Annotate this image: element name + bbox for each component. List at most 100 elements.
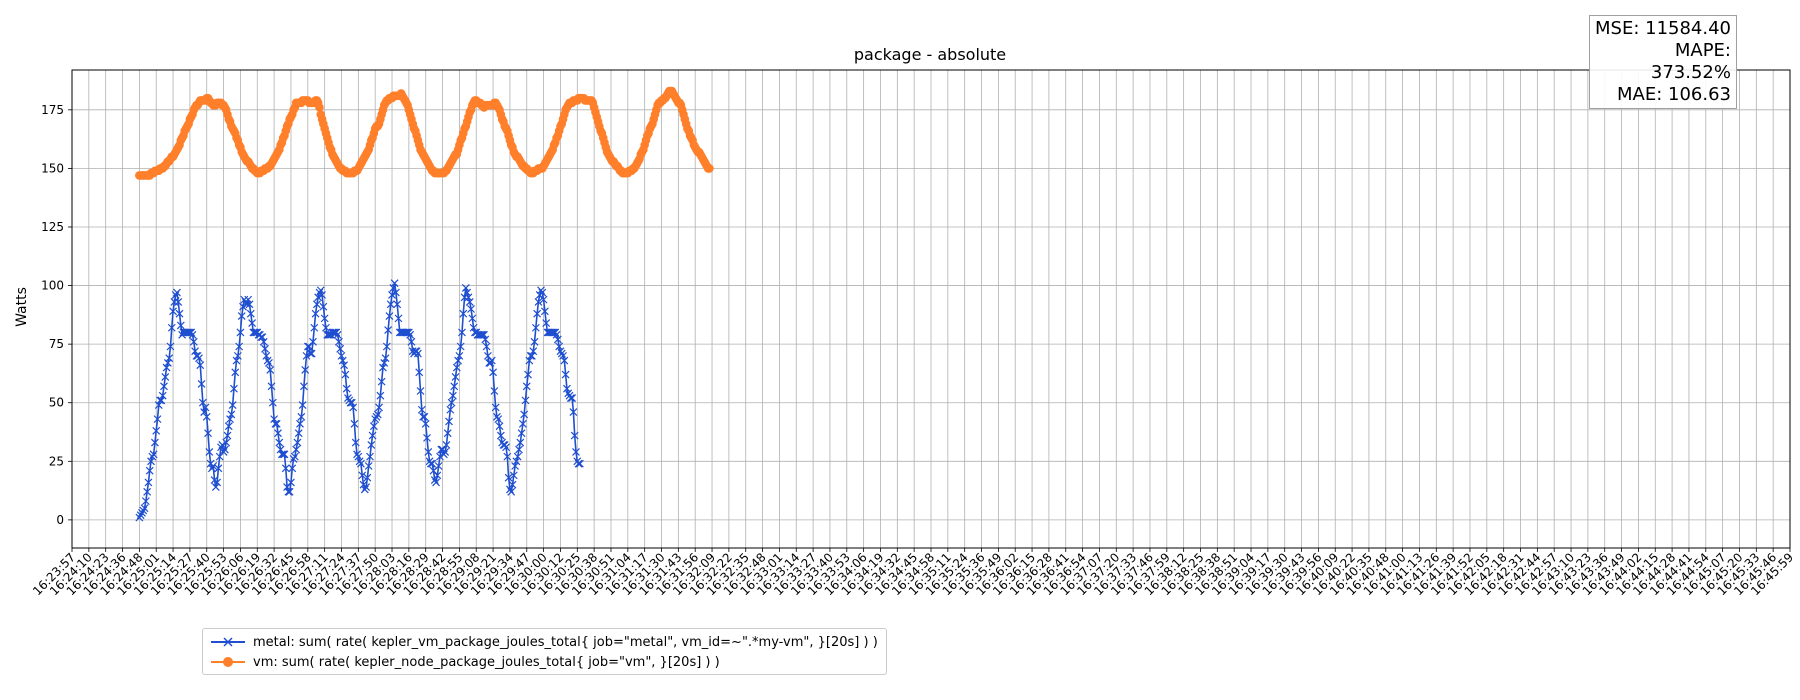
- data-point: [526, 351, 535, 360]
- data-point: [450, 382, 459, 391]
- data-point: [230, 384, 238, 393]
- data-point: [362, 483, 371, 492]
- data-point: [135, 513, 144, 522]
- data-point: [222, 438, 231, 447]
- data-point: [551, 328, 560, 337]
- data-point: [209, 462, 218, 470]
- data-point: [412, 347, 421, 356]
- data-point: [244, 295, 253, 304]
- data-point: [496, 431, 505, 440]
- legend-swatch-metal: [211, 637, 245, 647]
- data-point: [204, 429, 212, 438]
- data-point: [347, 398, 356, 407]
- data-point: [290, 452, 299, 461]
- data-point: [518, 419, 527, 428]
- data-point: [481, 335, 490, 344]
- data-point: [320, 314, 329, 323]
- data-point: [334, 337, 343, 346]
- data-point: [145, 466, 154, 475]
- data-point: [461, 283, 470, 292]
- data-point: [299, 382, 308, 391]
- data-point: [242, 300, 251, 309]
- data-point: [200, 408, 209, 417]
- data-point: [367, 440, 376, 449]
- data-point: [524, 370, 532, 379]
- data-point: [561, 370, 570, 379]
- data-point: [705, 164, 714, 173]
- data-point: [141, 497, 150, 506]
- legend-entry-metal: metal: sum( rate( kepler_vm_package_joul…: [211, 632, 878, 652]
- data-point: [351, 438, 360, 447]
- data-point: [504, 473, 513, 482]
- data-point: [250, 328, 259, 337]
- data-point: [482, 342, 491, 351]
- data-point: [333, 330, 342, 339]
- data-point: [279, 450, 288, 459]
- data-point: [433, 471, 442, 480]
- data-point: [480, 330, 488, 339]
- data-point: [469, 323, 478, 332]
- data-point: [275, 438, 284, 447]
- chart-title: package - absolute: [854, 45, 1006, 64]
- data-point: [465, 298, 474, 306]
- data-point: [537, 286, 545, 295]
- data-point: [511, 462, 520, 470]
- data-point: [219, 448, 228, 456]
- y-tick-label: 75: [49, 337, 64, 351]
- data-point: [402, 328, 411, 337]
- data-point: [197, 380, 206, 388]
- data-point: [314, 293, 323, 302]
- data-point: [355, 457, 364, 466]
- data-point: [228, 401, 237, 409]
- data-point: [257, 333, 266, 342]
- data-point: [529, 347, 538, 356]
- series-vm: [135, 86, 714, 180]
- data-point: [423, 433, 431, 442]
- y-axis-label: Watts: [14, 287, 30, 327]
- data-point: [459, 309, 468, 318]
- data-point: [138, 508, 146, 517]
- y-tick-label: 0: [56, 513, 64, 527]
- data-point: [442, 440, 451, 449]
- mae-value: MAE: 106.63: [1617, 84, 1731, 105]
- data-point: [525, 356, 534, 365]
- data-point: [332, 328, 341, 337]
- data-point: [456, 342, 465, 351]
- data-point: [528, 351, 536, 360]
- data-point: [153, 415, 162, 424]
- data-point: [188, 330, 197, 339]
- data-point: [559, 351, 567, 360]
- data-point: [495, 422, 504, 431]
- data-point: [154, 401, 163, 409]
- data-point: [553, 335, 562, 344]
- data-point: [349, 403, 358, 412]
- data-point: [272, 419, 281, 428]
- data-point: [414, 349, 422, 358]
- data-point: [165, 354, 174, 363]
- data-point: [315, 103, 324, 112]
- data-point: [280, 450, 289, 459]
- data-point: [556, 347, 565, 356]
- data-point: [301, 365, 310, 374]
- y-tick-label: 25: [49, 454, 64, 468]
- data-point: [360, 485, 369, 494]
- data-point: [432, 478, 440, 487]
- data-point: [419, 412, 428, 421]
- data-point: [189, 337, 198, 346]
- data-point: [214, 464, 223, 473]
- y-tick-label: 100: [41, 279, 64, 293]
- data-point: [293, 438, 302, 447]
- data-point: [136, 511, 145, 520]
- data-point: [452, 363, 461, 372]
- data-point: [516, 438, 525, 447]
- data-point: [389, 283, 398, 292]
- data-point: [226, 415, 234, 424]
- data-point: [478, 330, 487, 339]
- data-point: [376, 391, 385, 400]
- data-point: [434, 462, 443, 470]
- data-point: [152, 426, 161, 435]
- data-point: [417, 405, 426, 414]
- data-point: [426, 459, 435, 468]
- data-point: [555, 342, 564, 351]
